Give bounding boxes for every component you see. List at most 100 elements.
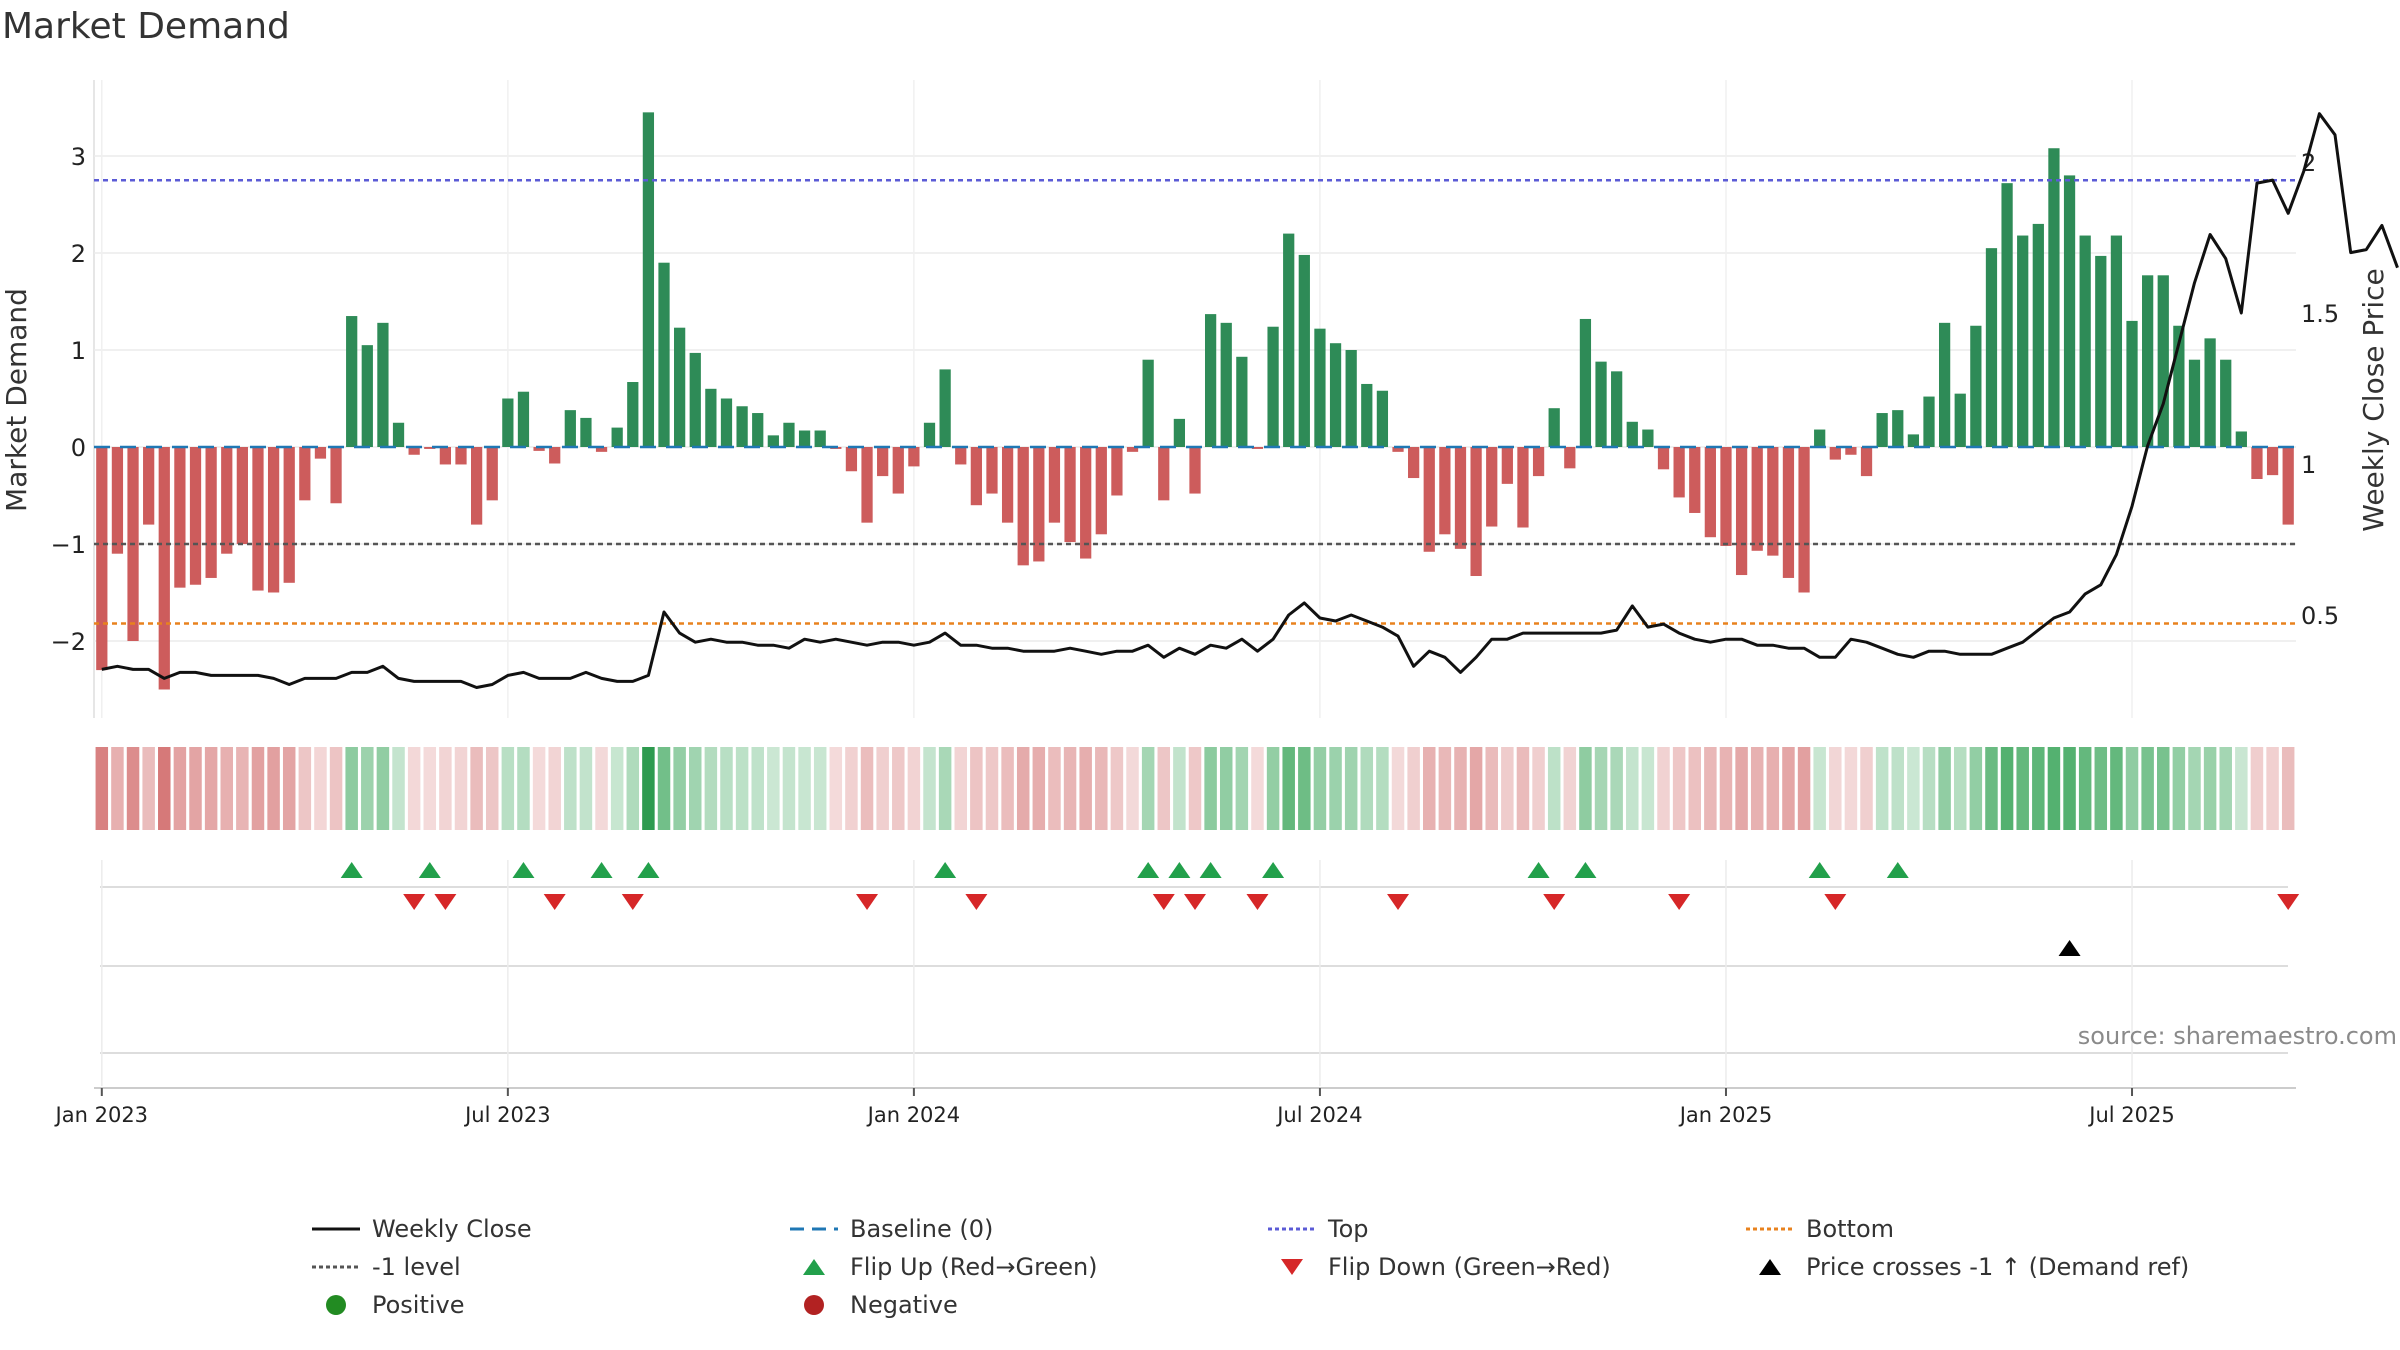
heat-cell (1626, 747, 1639, 830)
demand-bar (158, 447, 170, 690)
source-note: source: sharemaestro.com (2077, 1022, 2397, 1050)
heat-cell (126, 747, 140, 830)
heat-cell (485, 747, 499, 830)
heat-cell (1719, 747, 1733, 830)
heat-cell (517, 747, 530, 830)
demand-bar (1376, 390, 1389, 447)
heat-cell (1922, 747, 1936, 830)
heat-cell (1594, 747, 1608, 830)
heat-cell (1563, 747, 1577, 830)
flip-down-marker (1824, 894, 1847, 910)
x-tick-label: Jul 2025 (2087, 1103, 2174, 1127)
heat-cell (1032, 747, 1046, 830)
demand-bar (1033, 447, 1045, 562)
demand-bar (877, 447, 889, 477)
flip-down-legend-marker (1281, 1259, 1303, 1275)
heat-cell (1735, 747, 1748, 830)
flip-up-marker (1808, 862, 1831, 878)
flip-up-marker (1886, 862, 1909, 878)
demand-bar (377, 322, 389, 447)
demand-bar (2188, 359, 2201, 447)
x-tick-label: Jul 2023 (463, 1103, 550, 1127)
y-tick-label: 1 (71, 337, 86, 365)
heat-cell (1298, 747, 1311, 830)
demand-bar (2095, 255, 2107, 447)
demand-bar (517, 391, 530, 447)
heat-cell (1376, 747, 1389, 830)
heat-cell (1469, 747, 1483, 830)
heat-cell (2110, 747, 2123, 830)
legend-item-positive: Positive (300, 1290, 778, 1320)
demand-heat-strip (95, 747, 2295, 830)
heat-cell (1173, 747, 1186, 830)
heat-cell (829, 747, 843, 830)
flip-down-marker (434, 894, 457, 910)
demand-bar (2048, 148, 2060, 448)
demand-bar (2032, 223, 2044, 447)
demand-bar (1923, 396, 1935, 447)
heat-cell (2063, 747, 2076, 830)
heat-cell (392, 747, 405, 830)
flip-up-marker (1168, 862, 1191, 878)
legend-label: Flip Down (Green→Red) (1328, 1253, 1611, 1281)
demand-bar (1814, 429, 1826, 447)
demand-bar (1048, 447, 1061, 523)
heat-cell (1907, 747, 1920, 830)
legend-symbol (1256, 1214, 1328, 1244)
heat-cell (376, 747, 390, 830)
legend-symbol (300, 1214, 372, 1244)
flip-down-marker (1152, 894, 1175, 910)
demand-bar (1704, 447, 1716, 538)
demand-bar (283, 447, 295, 583)
demand-bar (408, 447, 420, 455)
heat-cell (1344, 747, 1358, 830)
heat-cell (1219, 747, 1233, 830)
legend-symbol (778, 1252, 850, 1282)
demand-bar (1486, 447, 1498, 527)
legend-symbol (300, 1252, 372, 1282)
heat-cell (1532, 747, 1545, 830)
heat-cell (876, 747, 889, 830)
cross-legend-swatch (1759, 1259, 1781, 1275)
flip-up-legend-marker (803, 1259, 825, 1275)
demand-bar (845, 447, 858, 472)
heat-cell (782, 747, 796, 830)
heat-cell (751, 747, 764, 830)
demand-bar (2204, 338, 2216, 447)
demand-bar (1626, 421, 1638, 447)
demand-bar (1064, 447, 1076, 543)
heat-cell (1860, 747, 1873, 830)
demand-bar (236, 447, 248, 544)
heat-cell (1516, 747, 1530, 830)
legend-label: Positive (372, 1291, 465, 1319)
legend: Weekly Close Baseline (0) Top Bottom -1 leve… (300, 1210, 2240, 1324)
positive-legend-swatch (326, 1295, 346, 1315)
demand-bar (1189, 447, 1201, 494)
demand-bar (580, 417, 592, 447)
y-tick-label: 0 (71, 434, 86, 462)
flip-up-marker (1199, 862, 1222, 878)
demand-bar (1720, 447, 1732, 546)
demand-bar (564, 410, 576, 447)
demand-bar (923, 422, 936, 447)
heat-cell (1641, 747, 1655, 830)
demand-bar (1517, 447, 1529, 528)
heat-cell (158, 747, 171, 830)
demand-bar (2266, 447, 2279, 476)
demand-bar (939, 369, 951, 447)
flip-up-marker (637, 862, 660, 878)
heat-cell (1829, 747, 1842, 830)
demand-bar (205, 447, 217, 578)
cross-legend-marker (1759, 1259, 1781, 1275)
heat-cell (1188, 747, 1202, 830)
flip-up-marker (418, 862, 441, 878)
legend-item-bottom: Bottom (1734, 1214, 2212, 1244)
demand-bar (1408, 447, 1420, 479)
heat-cell (1235, 747, 1249, 830)
demand-bar (1454, 447, 1467, 549)
demand-bar (767, 435, 779, 447)
demand-bar (1798, 447, 1810, 593)
demand-bar (1970, 325, 1982, 447)
x-tick-label: Jan 2024 (866, 1103, 961, 1127)
